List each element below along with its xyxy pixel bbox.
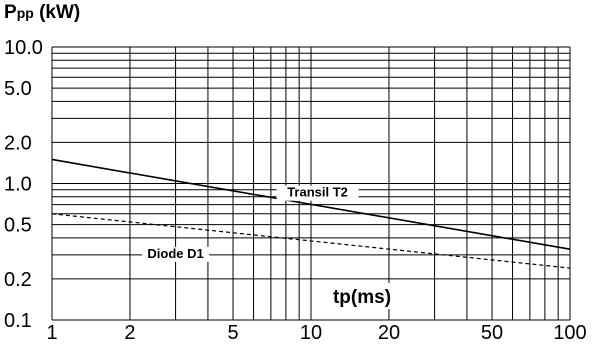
series-line — [51, 213, 571, 269]
y-tick-label: 10.0 — [4, 37, 43, 59]
series-label: Transil T2 — [287, 185, 348, 200]
y-tick-label: 2.0 — [4, 132, 32, 154]
series-layer — [51, 158, 571, 269]
y-tick-label: 0.1 — [4, 310, 32, 332]
x-tick-label: 50 — [481, 322, 503, 344]
x-tick-label: 2 — [124, 322, 135, 344]
label-layer: 10.0 5.0 2.0 1.0 0.5 0.2 0.1 1 2 5 10 20 50 100 Transi… — [4, 37, 587, 344]
y-tick-label: 1.0 — [4, 174, 32, 196]
x-tick-label: 10 — [300, 322, 322, 344]
series-label-bg — [276, 185, 359, 201]
y-axis-title: Ppp (kW) — [4, 2, 81, 23]
y-tick-label: 0.2 — [4, 269, 32, 291]
x-tick-label: 20 — [378, 322, 400, 344]
x-tick-label: 1 — [46, 322, 57, 344]
x-tick-label: 100 — [553, 322, 586, 344]
x-axis-title: tp(ms) — [333, 287, 391, 308]
series-label-bg — [141, 246, 210, 262]
grid — [51, 46, 571, 321]
x-tick-label: 5 — [227, 322, 238, 344]
series-line — [51, 158, 571, 251]
x-axis-title-bg — [327, 283, 397, 309]
series-label: Diode D1 — [147, 246, 203, 261]
y-tick-label: 0.5 — [4, 215, 32, 237]
y-tick-label: 5.0 — [4, 78, 32, 100]
